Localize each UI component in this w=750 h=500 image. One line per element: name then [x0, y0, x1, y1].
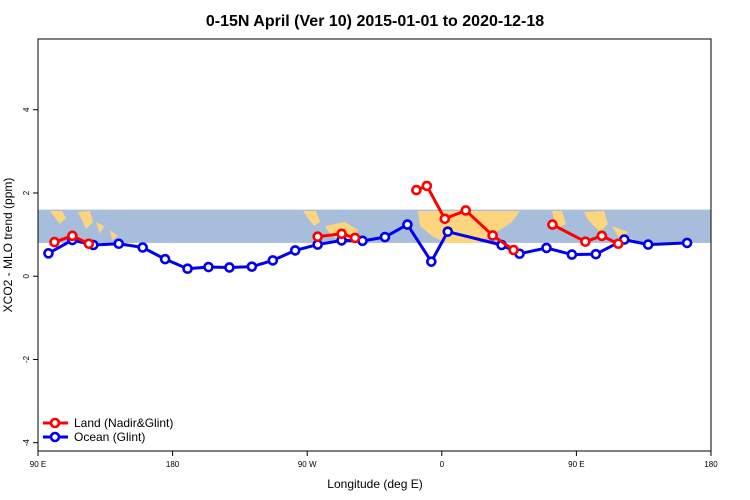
x-tick-label-0: 90 E	[30, 460, 46, 469]
series-layer	[43, 180, 693, 275]
legend-land-label: Land (Nadir&Glint)	[74, 416, 173, 430]
land-point-3-0	[547, 219, 558, 230]
land-point-2-3	[460, 205, 472, 216]
land-point-1-0	[312, 231, 323, 242]
x-tick-label-1: 180	[166, 460, 180, 469]
land-mass-3	[110, 230, 118, 240]
land-point-1-1	[336, 228, 347, 240]
x-axis: 90 E 180 90 W 0 90 E 180	[30, 451, 718, 469]
land-point-2-4	[487, 230, 498, 241]
land-point-0-2	[83, 238, 95, 250]
legend: Land (Nadir&Glint) Ocean (Glint)	[43, 416, 173, 444]
y-axis-label: XCO2 - MLO trend (ppm)	[1, 178, 15, 313]
ocean-point-0-4	[137, 242, 148, 253]
ocean-point-0-0	[43, 248, 54, 259]
land-mass-2	[96, 222, 104, 234]
land-series-line-3	[551, 223, 619, 246]
ocean-point-0-6	[182, 263, 193, 275]
ocean-point-0-26	[681, 237, 693, 249]
legend-land-marker	[49, 417, 61, 429]
y-tick-label-3: 2	[22, 190, 31, 195]
x-tick-label-4: 90 E	[568, 460, 584, 469]
land-point-2-1	[421, 180, 433, 192]
land-mass-4	[303, 211, 320, 226]
ocean-point-0-7	[203, 261, 214, 273]
land-mass-9	[612, 226, 628, 240]
y-tick-label-4: 4	[22, 107, 31, 112]
land-point-0-0	[49, 236, 60, 248]
x-tick-label-3: 0	[440, 460, 445, 469]
y-axis: -4 -2 0 2 4	[22, 107, 38, 446]
ocean-point-0-16	[402, 219, 413, 230]
ocean-point-0-22	[566, 249, 578, 260]
legend-entry-land: Land (Nadir&Glint)	[43, 416, 173, 430]
legend-ocean-label: Ocean (Glint)	[74, 430, 145, 444]
ocean-point-0-25	[642, 239, 654, 250]
land-point-2-5	[508, 244, 519, 256]
ocean-point-0-21	[541, 242, 552, 254]
land-point-1-2	[349, 232, 361, 244]
legend-entry-ocean: Ocean (Glint)	[43, 430, 145, 444]
ocean-point-0-3	[113, 238, 125, 250]
land-mass-1	[78, 211, 93, 229]
x-tick-label-2: 90 W	[298, 460, 317, 469]
ocean-point-0-10	[267, 255, 279, 266]
land-mass-8	[584, 211, 608, 232]
y-tick-label-2: 0	[22, 273, 31, 278]
x-axis-label: Longitude (deg E)	[327, 477, 422, 491]
ocean-point-0-18	[442, 226, 454, 237]
legend-ocean-marker	[49, 431, 61, 443]
y-tick-label-1: -2	[22, 355, 31, 363]
land-point-3-1	[580, 236, 591, 247]
chart-title: 0-15N April (Ver 10) 2015-01-01 to 2020-…	[206, 13, 544, 30]
ocean-point-0-5	[159, 253, 171, 265]
land-point-3-2	[596, 230, 608, 242]
land-point-3-3	[612, 238, 624, 250]
ocean-point-0-15	[379, 231, 391, 243]
land-mass-7	[552, 211, 566, 228]
land-point-2-0	[411, 184, 422, 196]
land-point-0-1	[67, 230, 78, 242]
land-mass-0	[50, 211, 66, 224]
land-point-2-2	[439, 213, 451, 225]
ocean-point-0-11	[289, 245, 301, 256]
ocean-point-0-8	[224, 262, 235, 273]
plot-frame	[37, 38, 712, 452]
ocean-point-0-23	[590, 248, 602, 260]
x-tick-label-5: 180	[704, 460, 718, 469]
ocean-point-0-9	[246, 261, 258, 272]
ocean-point-0-17	[426, 256, 437, 267]
y-tick-label-0: -4	[22, 439, 31, 447]
